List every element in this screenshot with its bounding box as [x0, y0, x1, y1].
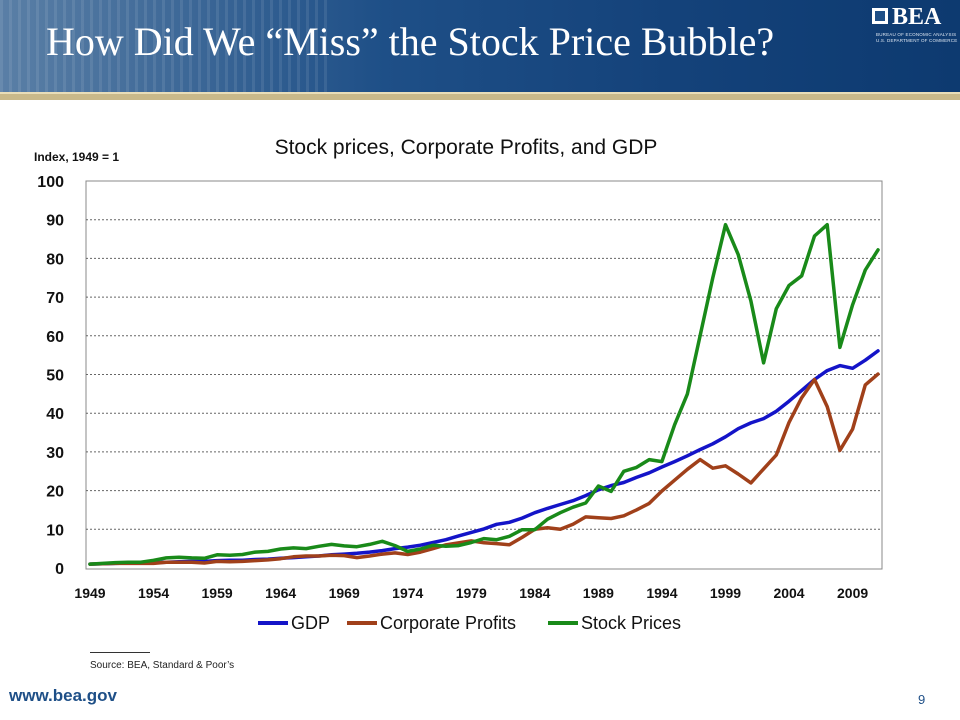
series-lines	[88, 222, 880, 566]
line-chart: Stock prices, Corporate Profits, and GDP…	[34, 136, 883, 633]
banner-stripe	[0, 94, 960, 100]
x-tick-label: 1979	[456, 585, 487, 601]
slide-title: How Did We “Miss” the Stock Price Bubble…	[46, 19, 775, 64]
bea-logo: BEA BUREAU OF ECONOMIC ANALYSIS U.S. DEP…	[872, 4, 957, 44]
website-link[interactable]: www.bea.gov	[9, 686, 118, 705]
y-tick-label: 0	[55, 561, 64, 578]
x-tick-label: 2009	[837, 585, 868, 601]
x-tick-label: 1969	[329, 585, 360, 601]
bea-logo-text: BEA	[892, 4, 942, 30]
y-axis-label: Index, 1949 = 1	[34, 150, 119, 164]
y-tick-label: 90	[46, 213, 64, 230]
x-tick-label: 2004	[773, 585, 804, 601]
y-axis: 0 10 20 30 40 50 60 70 80 90 100	[37, 174, 64, 578]
page-number: 9	[918, 692, 926, 707]
source-note: Source: BEA, Standard & Poor’s	[90, 660, 235, 671]
chart-title: Stock prices, Corporate Profits, and GDP	[275, 136, 658, 159]
header-banner: How Did We “Miss” the Stock Price Bubble…	[0, 0, 960, 100]
y-tick-label: 100	[37, 174, 64, 191]
y-tick-label: 60	[46, 329, 64, 346]
y-tick-label: 30	[46, 445, 64, 462]
y-tick-label: 20	[46, 484, 64, 501]
x-tick-label: 1999	[710, 585, 741, 601]
x-tick-label: 1964	[265, 585, 296, 601]
bea-logo-icon	[872, 8, 888, 24]
x-tick-label: 1954	[138, 585, 169, 601]
series-line-corporate-profits	[88, 372, 880, 566]
banner-background-image	[0, 0, 330, 100]
x-tick-label: 1984	[519, 585, 550, 601]
series-line-stock-prices	[88, 222, 880, 566]
legend-label: GDP	[291, 613, 330, 633]
legend-label: Stock Prices	[581, 613, 681, 633]
y-tick-label: 70	[46, 290, 64, 307]
x-tick-label: 1989	[583, 585, 614, 601]
x-tick-label: 1994	[646, 585, 677, 601]
x-tick-label: 1959	[202, 585, 233, 601]
y-tick-label: 50	[46, 368, 64, 385]
y-tick-label: 80	[46, 251, 64, 268]
y-tick-label: 40	[46, 406, 64, 423]
legend: GDP Corporate Profits Stock Prices	[258, 613, 681, 633]
legend-label: Corporate Profits	[380, 613, 516, 633]
bea-logo-subtitle: BUREAU OF ECONOMIC ANALYSIS	[876, 32, 957, 37]
y-tick-label: 10	[46, 522, 64, 539]
x-tick-label: 1949	[74, 585, 105, 601]
bea-logo-department: U.S. DEPARTMENT OF COMMERCE	[876, 38, 958, 43]
source-divider	[90, 652, 150, 653]
banner-highlight	[0, 92, 960, 94]
x-axis: 1949 1954 1959 1964 1969 1974 1979 1984 1989 1994…	[74, 585, 868, 601]
x-tick-label: 1974	[392, 585, 423, 601]
